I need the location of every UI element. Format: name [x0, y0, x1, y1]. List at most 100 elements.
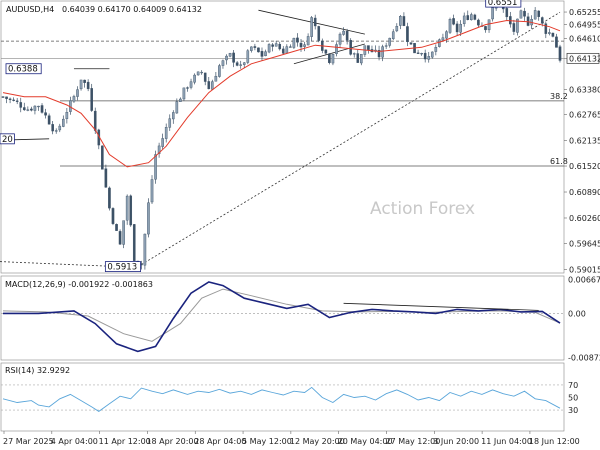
candle-body [477, 19, 480, 26]
candle-body [427, 56, 431, 60]
candle-body [473, 14, 477, 20]
price-tick-label: 0.65255 [569, 8, 600, 17]
candle-body [196, 71, 200, 76]
macd-panel-frame [0, 275, 565, 361]
candle-body [260, 51, 264, 57]
rsi-tick-label: 50 [568, 394, 578, 403]
candle-body [537, 10, 541, 17]
candle-body [250, 46, 253, 51]
candle-body [225, 55, 228, 61]
candle-body [150, 179, 154, 203]
candle-body [420, 53, 423, 55]
candle-body [551, 32, 555, 37]
candle-body [90, 88, 93, 111]
candle-body [331, 54, 335, 64]
high-label: 0.6551 [488, 0, 518, 8]
rsi-line [2, 386, 561, 412]
candle-body [189, 81, 193, 88]
price-tick-label: 0.61520 [569, 162, 600, 171]
candle-body [118, 231, 122, 245]
candle-body [26, 109, 30, 111]
time-tick-label: 18 Apr 20:00 [146, 437, 198, 446]
candle-body [381, 46, 384, 58]
candle-body [147, 202, 150, 235]
candle-body [278, 43, 282, 50]
candle-body [214, 75, 218, 82]
time-tick-label: 5 May 12:00 [242, 437, 292, 446]
candle-body [65, 112, 69, 119]
price-panel: AUDUSD,H4 0.64039 0.64170 0.64009 0.6413… [0, 0, 600, 274]
candle-body [491, 7, 494, 20]
time-tick-label: 11 Jun 04:00 [481, 437, 532, 446]
candle-body [15, 100, 19, 102]
candle-body [108, 187, 111, 209]
candle-body [306, 36, 310, 46]
candle-body [54, 130, 58, 132]
candle-body [523, 10, 526, 17]
candle-body [548, 32, 551, 34]
candle-body [296, 37, 299, 43]
candle-body [193, 74, 196, 83]
left-level-label-box [0, 133, 15, 145]
price-tick-label: 0.59015 [569, 265, 600, 274]
macd-tick-label: 0.00 [568, 309, 586, 318]
candle-body [132, 224, 136, 261]
candle-body [335, 44, 338, 54]
time-tick-label: 4 Apr 04:00 [51, 437, 98, 446]
candle-body [441, 37, 445, 41]
price-tick-label: 0.62765 [569, 111, 600, 120]
candle-body [264, 51, 267, 57]
candle-body [416, 52, 420, 54]
candle-body [86, 81, 90, 90]
candle-body [239, 64, 243, 66]
time-tick-label: 28 Apr 04:00 [194, 437, 246, 446]
candle-body [328, 53, 331, 63]
candle-body [540, 17, 544, 24]
candle-body [484, 26, 487, 31]
candle-body [388, 37, 392, 46]
candle-body [246, 50, 250, 63]
price-tick-label: 0.64610 [569, 35, 600, 44]
candle-body [519, 10, 523, 19]
fib-382-label: 38.2 [550, 92, 568, 101]
price-annotations: 0.6551 0.6388 0.5913 20 [0, 0, 522, 273]
candle-body [466, 15, 470, 20]
candle-body [267, 44, 271, 53]
candle-body [232, 52, 235, 63]
candle-body [303, 44, 306, 47]
candle-body [200, 71, 203, 74]
price-tick-label: 0.60890 [569, 188, 600, 197]
candle-body [30, 108, 33, 111]
candle-body [555, 36, 558, 48]
price-header-ohlc: 0.64039 0.64170 0.64009 0.64132 [62, 5, 202, 14]
candle-body [22, 107, 26, 111]
candle-body [143, 233, 147, 266]
candle-body [161, 138, 164, 147]
candle-body [317, 26, 321, 41]
macd-axis: 0.006675 0.00 -0.008724 [568, 276, 600, 363]
candle-body [406, 26, 409, 42]
candle-body [395, 26, 399, 32]
rising-trendline [141, 11, 561, 265]
candle-body [182, 87, 186, 100]
candle-body [459, 23, 462, 33]
candle-body [281, 48, 285, 54]
candle-body [345, 30, 349, 41]
price-tag-label: 0.64132 [569, 54, 600, 63]
candle-body [310, 17, 313, 37]
candle-body [5, 96, 8, 99]
rsi-panel: RSI(14) 32.9292 70 50 30 [0, 362, 578, 432]
candle-body [399, 16, 402, 26]
time-tick-label: 27 May 12:00 [385, 437, 440, 446]
candle-body [171, 112, 175, 120]
candle-body [79, 79, 83, 90]
candle-body [402, 16, 406, 26]
candle-body [356, 53, 360, 63]
candle-body [157, 145, 161, 154]
candle-body [367, 45, 370, 50]
candle-body [203, 72, 207, 82]
candle-body [445, 31, 448, 39]
candle-body [505, 8, 509, 18]
candle-body [164, 127, 168, 139]
macd-signal-line [2, 288, 561, 342]
